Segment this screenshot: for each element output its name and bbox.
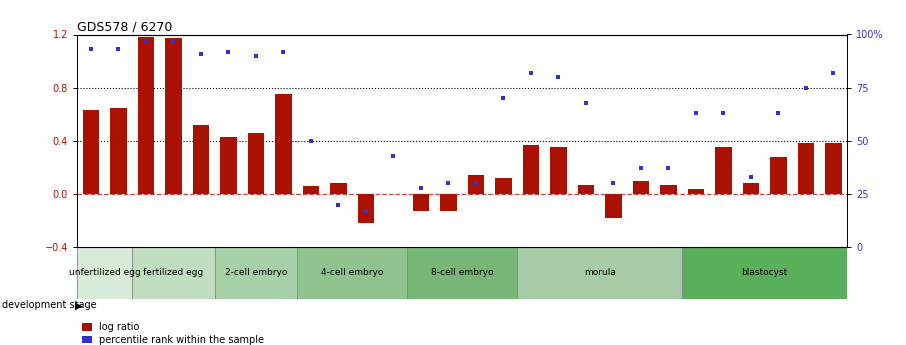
Text: ▶: ▶ [75,300,82,310]
Bar [495,178,512,194]
Point [716,110,730,116]
Point [111,47,126,52]
Text: 4-cell embryo: 4-cell embryo [321,268,383,277]
Point [248,53,263,59]
Bar [660,185,677,194]
Bar [407,247,517,299]
Bar [688,189,704,194]
Bar [797,144,814,194]
Bar [605,194,622,218]
Bar [825,144,842,194]
Point [606,180,621,186]
Point [661,166,676,171]
Point [413,185,428,190]
Point [83,47,98,52]
Point [771,110,786,116]
Point [524,70,538,76]
Point [304,138,318,144]
Point [166,38,180,43]
Bar [110,108,127,194]
Bar [330,183,346,194]
Point [798,85,813,90]
Point [744,174,758,180]
Bar [297,247,407,299]
Point [359,208,373,214]
Bar [632,181,649,194]
Point [551,74,565,80]
Bar [82,110,99,194]
Point [194,51,208,56]
Text: morula: morula [583,268,615,277]
Bar [467,175,484,194]
Text: blastocyst: blastocyst [741,268,787,277]
Bar [138,37,154,194]
Bar [743,183,759,194]
Point [331,202,345,207]
Point [689,110,703,116]
Point [221,49,236,54]
Bar [715,147,731,194]
Bar [192,125,209,194]
Legend: log ratio, percentile rank within the sample: log ratio, percentile rank within the sa… [82,322,265,345]
Point [633,166,648,171]
Point [579,100,593,105]
Text: unfertilized egg: unfertilized egg [69,268,140,277]
Text: 8-cell embryo: 8-cell embryo [431,268,493,277]
Point [276,49,291,54]
Bar [578,185,594,194]
Bar [770,157,786,194]
Bar [550,147,566,194]
Bar [303,186,319,194]
Bar [440,194,457,211]
Point [386,153,400,158]
Bar [77,247,132,299]
Text: fertilized egg: fertilized egg [143,268,204,277]
Bar [215,247,297,299]
Bar [682,247,847,299]
Bar [358,194,374,223]
Bar [247,133,264,194]
Bar [517,247,682,299]
Bar [220,137,236,194]
Bar [523,145,539,194]
Point [468,180,483,186]
Bar [165,39,181,194]
Bar [132,247,215,299]
Text: development stage: development stage [2,300,96,310]
Point [441,180,456,186]
Text: 2-cell embryo: 2-cell embryo [225,268,287,277]
Text: GDS578 / 6270: GDS578 / 6270 [77,20,172,33]
Bar [275,94,292,194]
Point [496,96,511,101]
Bar [412,194,429,211]
Point [826,70,841,76]
Point [139,38,153,43]
